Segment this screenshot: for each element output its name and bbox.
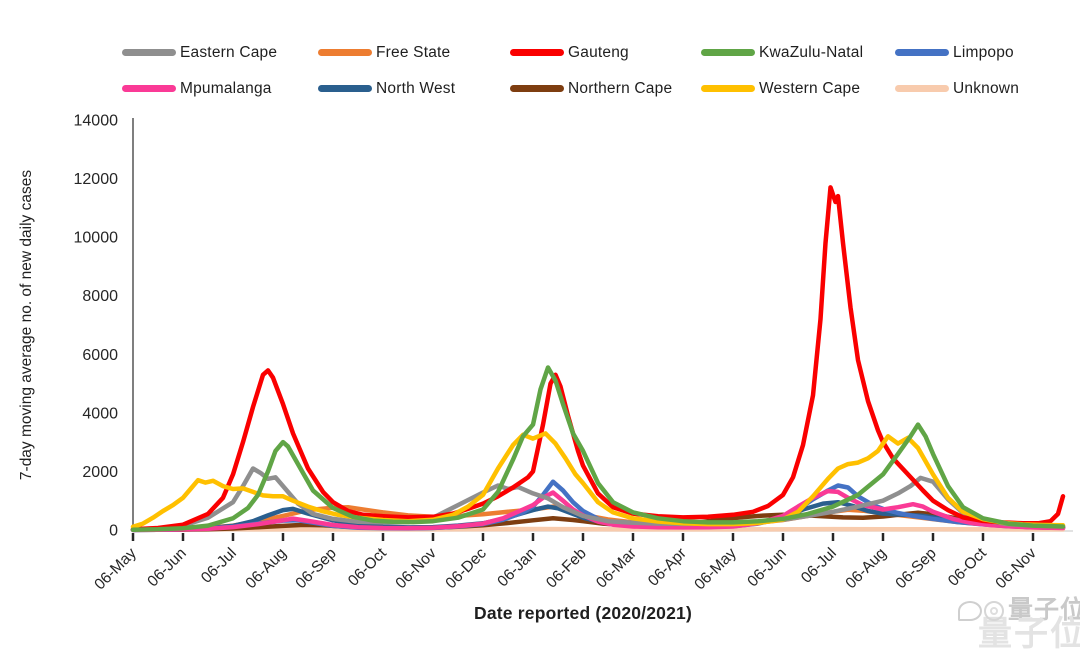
legend-label: Northern Cape	[568, 79, 673, 97]
legend-item-eastern-cape[interactable]: Eastern Cape	[122, 42, 318, 63]
x-tick-label: 06-Nov	[392, 545, 440, 593]
x-tick-label: 06-Jun	[144, 545, 190, 591]
legend-item-western-cape[interactable]: Western Cape	[701, 78, 895, 99]
legend-swatch-eastern-cape	[122, 49, 176, 56]
legend-label: Free State	[376, 43, 451, 61]
x-tick-label: 06-Jan	[494, 545, 540, 591]
x-tick-label: 06-Sep	[892, 545, 939, 592]
x-tick-label: 06-Jun	[744, 545, 790, 591]
legend-swatch-western-cape	[701, 85, 755, 92]
legend-label: Unknown	[953, 79, 1020, 97]
legend: Eastern Cape Free State Gauteng KwaZulu-Nat…	[122, 42, 1078, 99]
x-tick-label: 06-Jul	[198, 545, 240, 587]
legend-item-kwazulu-natal[interactable]: KwaZulu-Natal	[701, 42, 895, 63]
legend-label: Mpumalanga	[180, 79, 272, 97]
x-tick-label: 06-Sep	[292, 545, 339, 592]
legend-item-gauteng[interactable]: Gauteng	[510, 42, 701, 63]
legend-label: Limpopo	[953, 43, 1014, 61]
x-tick-label: 06-Apr	[645, 545, 690, 590]
legend-label: Western Cape	[759, 79, 861, 97]
legend-swatch-northern-cape	[510, 85, 564, 92]
legend-item-north-west[interactable]: North West	[318, 78, 510, 99]
y-tick-label: 6000	[82, 347, 118, 364]
legend-swatch-kwazulu-natal	[701, 49, 755, 56]
x-tick-label: 06-May	[91, 545, 140, 594]
legend-item-free-state[interactable]: Free State	[318, 42, 510, 63]
x-tick-label: 06-Nov	[992, 545, 1040, 593]
legend-item-unknown[interactable]: Unknown	[895, 78, 1078, 99]
x-axis-title: Date reported (2020/2021)	[473, 603, 693, 623]
legend-label: North West	[376, 79, 456, 97]
legend-label: KwaZulu-Natal	[759, 43, 864, 61]
x-tick-label: 06-Aug	[242, 545, 289, 592]
legend-swatch-free-state	[318, 49, 372, 56]
legend-swatch-gauteng	[510, 49, 564, 56]
legend-item-limpopo[interactable]: Limpopo	[895, 42, 1078, 63]
x-tick-label: 06-Dec	[442, 545, 490, 593]
series-line-unknown	[130, 526, 1066, 532]
series-line-eastern-cape	[130, 466, 1066, 532]
series-line-mpumalanga	[130, 488, 1066, 533]
y-tick-label: 8000	[82, 288, 118, 305]
y-tick-label: 12000	[74, 171, 119, 188]
x-tick-label: 06-Oct	[945, 544, 990, 589]
y-tick-label: 14000	[74, 113, 119, 130]
y-tick-label: 4000	[82, 405, 118, 422]
y-tick-label: 2000	[82, 464, 118, 481]
legend-swatch-north-west	[318, 85, 372, 92]
legend-label: Eastern Cape	[180, 43, 278, 61]
x-tick-label: 06-May	[691, 545, 740, 594]
legend-swatch-unknown	[895, 85, 949, 92]
x-tick-label: 06-Oct	[345, 544, 390, 589]
legend-item-mpumalanga[interactable]: Mpumalanga	[122, 78, 318, 99]
y-axis-title: 7-day moving average no. of new daily ca…	[18, 169, 35, 481]
y-tick-label: 0	[109, 523, 118, 540]
x-tick-label: 06-Aug	[842, 545, 889, 592]
x-tick-label: 06-Mar	[593, 545, 640, 592]
y-tick-label: 10000	[74, 230, 119, 247]
x-tick-label: 06-Feb	[543, 545, 590, 592]
x-tick-label: 06-Jul	[798, 545, 840, 587]
legend-item-northern-cape[interactable]: Northern Cape	[510, 78, 701, 99]
series-line-kwazulu-natal	[130, 365, 1066, 532]
legend-label: Gauteng	[568, 43, 629, 61]
legend-swatch-mpumalanga	[122, 85, 176, 92]
series-line-western-cape	[130, 431, 1066, 530]
legend-swatch-limpopo	[895, 49, 949, 56]
